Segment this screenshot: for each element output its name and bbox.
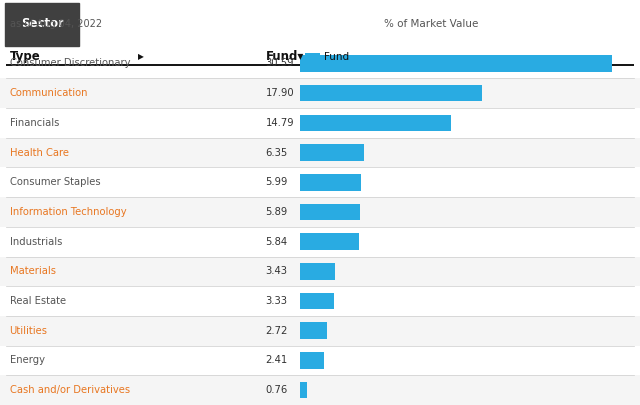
Bar xyxy=(300,382,307,399)
Text: 6.35: 6.35 xyxy=(266,147,288,158)
Bar xyxy=(0,197,640,227)
Text: % of Market Value: % of Market Value xyxy=(384,19,478,29)
Text: Materials: Materials xyxy=(10,266,56,276)
Text: 0.76: 0.76 xyxy=(266,385,288,395)
Bar xyxy=(0,375,640,405)
Text: 3.43: 3.43 xyxy=(266,266,287,276)
Text: as of Aug 04, 2022: as of Aug 04, 2022 xyxy=(10,19,102,29)
Text: ▶: ▶ xyxy=(138,52,143,61)
Text: Cash and/or Derivatives: Cash and/or Derivatives xyxy=(10,385,130,395)
Text: Type: Type xyxy=(10,50,40,63)
Text: Industrials: Industrials xyxy=(10,237,62,247)
Bar xyxy=(0,108,640,138)
Text: 2.41: 2.41 xyxy=(266,356,288,365)
Bar xyxy=(300,352,324,369)
Text: Fund▾: Fund▾ xyxy=(266,50,304,63)
Text: Communication: Communication xyxy=(10,88,88,98)
Bar xyxy=(300,263,335,280)
Bar xyxy=(0,138,640,167)
Text: 5.89: 5.89 xyxy=(266,207,288,217)
Bar xyxy=(300,144,364,161)
Bar xyxy=(300,233,359,250)
Bar xyxy=(300,322,327,339)
Bar xyxy=(0,286,640,316)
Bar xyxy=(300,204,360,220)
Bar xyxy=(0,345,640,375)
Text: Consumer Discretionary: Consumer Discretionary xyxy=(10,58,130,68)
Text: Health Care: Health Care xyxy=(10,147,68,158)
Bar xyxy=(0,78,640,108)
Text: 17.90: 17.90 xyxy=(266,88,294,98)
Bar xyxy=(300,174,361,191)
Bar xyxy=(300,293,333,309)
Bar xyxy=(0,49,640,78)
Bar xyxy=(300,85,483,102)
Bar xyxy=(0,316,640,345)
Text: 30.59: 30.59 xyxy=(266,58,294,68)
Text: Consumer Staples: Consumer Staples xyxy=(10,177,100,187)
FancyBboxPatch shape xyxy=(5,3,79,46)
Bar xyxy=(300,115,451,131)
Text: Utilities: Utilities xyxy=(10,326,47,336)
Bar xyxy=(0,227,640,256)
Bar xyxy=(300,55,612,72)
Bar xyxy=(0,256,640,286)
Text: Energy: Energy xyxy=(10,356,45,365)
Text: Information Technology: Information Technology xyxy=(10,207,126,217)
Bar xyxy=(305,53,320,62)
Text: 2.72: 2.72 xyxy=(266,326,288,336)
Bar xyxy=(0,167,640,197)
Text: 5.99: 5.99 xyxy=(266,177,288,187)
Text: Real Estate: Real Estate xyxy=(10,296,66,306)
Text: 3.33: 3.33 xyxy=(266,296,287,306)
Text: Sector: Sector xyxy=(20,17,64,30)
Text: Fund: Fund xyxy=(324,52,349,62)
Text: 5.84: 5.84 xyxy=(266,237,288,247)
Text: 14.79: 14.79 xyxy=(266,118,294,128)
Text: Financials: Financials xyxy=(10,118,59,128)
